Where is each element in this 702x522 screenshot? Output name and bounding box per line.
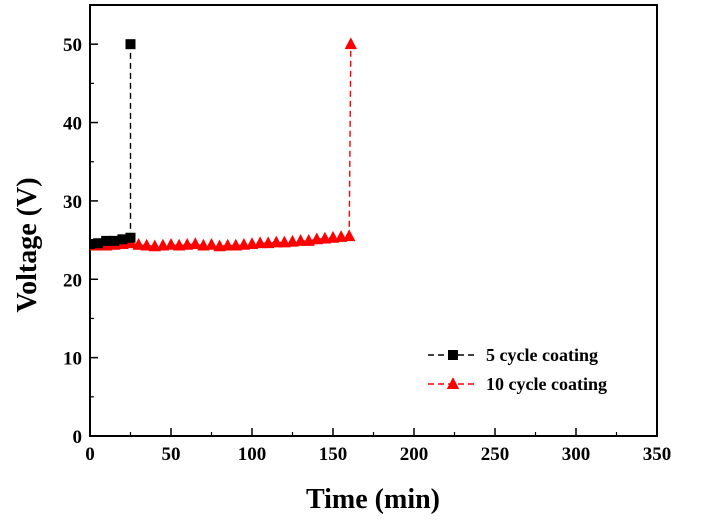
y-tick-label: 50 xyxy=(63,35,82,56)
x-tick-label: 50 xyxy=(162,444,181,465)
x-tick-label: 350 xyxy=(643,444,672,465)
data-point xyxy=(101,235,112,246)
x-tick-label: 0 xyxy=(85,444,95,465)
y-tick-label: 30 xyxy=(63,192,82,213)
x-tick-label: 100 xyxy=(238,444,267,465)
data-point xyxy=(93,238,104,249)
data-point xyxy=(270,235,283,248)
x-tick-label: 150 xyxy=(319,444,348,465)
legend-marker xyxy=(446,377,460,389)
y-axis-title: Voltage (V) xyxy=(12,177,43,312)
series-line xyxy=(90,44,352,248)
data-point xyxy=(189,237,202,249)
data-point xyxy=(253,236,267,249)
data-point xyxy=(205,237,218,250)
data-point xyxy=(109,235,120,246)
legend-marker xyxy=(448,350,458,360)
y-tick-label: 20 xyxy=(63,270,82,291)
y-tick-label: 0 xyxy=(73,427,83,448)
x-axis-title: Time (min) xyxy=(306,484,440,515)
data-point xyxy=(344,37,358,50)
plot-frame xyxy=(89,4,658,437)
series-line xyxy=(90,44,132,245)
data-point xyxy=(343,229,356,242)
data-point xyxy=(221,238,234,251)
x-tick-label: 300 xyxy=(562,444,591,465)
data-point xyxy=(125,39,136,50)
y-tick-label: 40 xyxy=(63,114,82,135)
data-point xyxy=(294,234,307,246)
data-point xyxy=(164,237,178,250)
data-point xyxy=(132,237,145,250)
data-point xyxy=(90,239,95,250)
data-point xyxy=(117,234,128,245)
y-tick-label: 10 xyxy=(63,349,82,370)
legend-label: 10 cycle coating xyxy=(486,374,607,394)
data-point xyxy=(125,232,136,243)
x-tick-label: 250 xyxy=(481,444,510,465)
data-point xyxy=(140,238,153,251)
legend-label: 5 cycle coating xyxy=(486,345,598,365)
x-tick-label: 200 xyxy=(400,444,429,465)
